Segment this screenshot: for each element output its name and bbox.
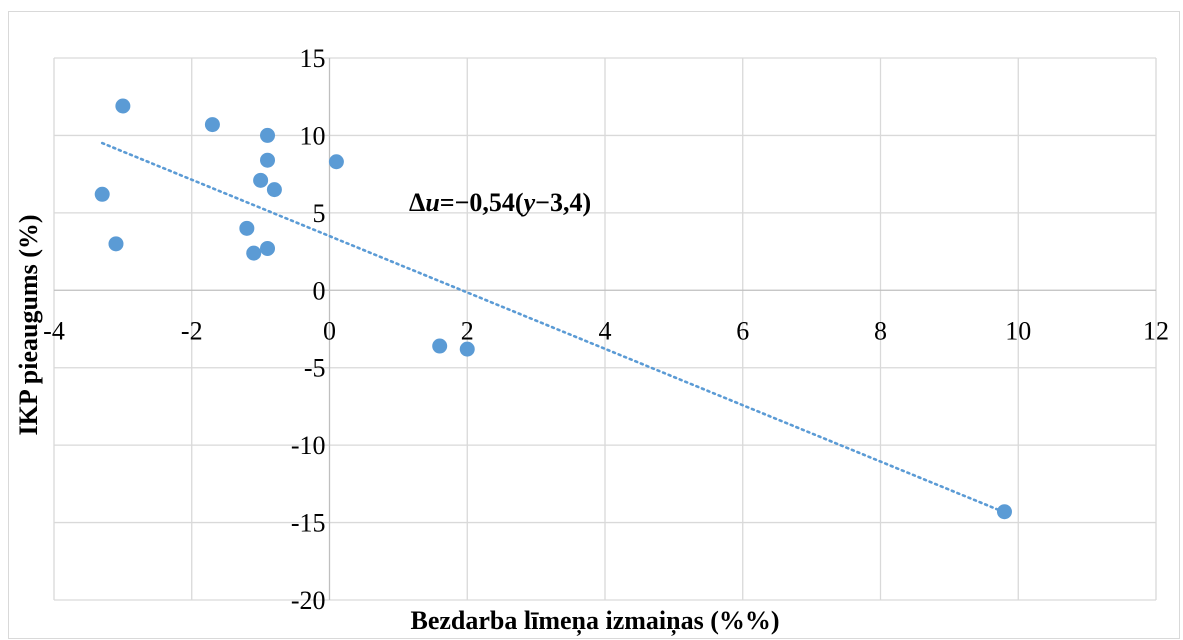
equation-suffix: −3,4) [535, 188, 591, 217]
x-tick-label: -4 [43, 316, 65, 345]
equation-mid: =−0,54( [440, 188, 524, 217]
equation-var-y: y [521, 188, 536, 217]
data-point [115, 98, 131, 114]
x-tick-label: 12 [1143, 316, 1169, 345]
trendline-group [100, 141, 1006, 514]
y-axis-title: IKP pieaugums (%) [14, 214, 43, 435]
data-point [246, 245, 262, 261]
data-point [260, 152, 276, 168]
data-point [328, 154, 344, 170]
x-tick-label: 6 [736, 316, 749, 345]
x-tick-label: 2 [461, 316, 474, 345]
y-tick-label: -5 [304, 354, 326, 383]
x-tick-label: 4 [599, 316, 612, 345]
data-point [260, 127, 276, 143]
y-tick-label: -20 [291, 586, 326, 615]
x-axis-title: Bezdarba līmeņa izmaiņas (%%) [410, 606, 779, 636]
data-point [108, 236, 124, 252]
y-tick-label: 5 [313, 199, 326, 228]
x-tick-label: -2 [181, 316, 203, 345]
equation-var-u: u [425, 188, 439, 217]
y-tick-label: 15 [300, 44, 326, 73]
equation-prefix: Δ [409, 188, 425, 217]
gridlines [53, 57, 1157, 601]
trendline [100, 141, 1006, 514]
data-point [996, 504, 1012, 520]
data-points [94, 98, 1012, 520]
data-point [239, 220, 255, 236]
x-tick-label: 0 [323, 316, 336, 345]
regression-equation: Δu=−0,54(y−3,4) [409, 188, 591, 217]
data-point [204, 117, 220, 133]
chart-frame: -4 -2 0 2 4 6 8 10 12 -20 -15 -10 -5 0 5 10 15 Δu=−0,54(… [8, 11, 1180, 639]
axes [54, 58, 1156, 600]
y-tick-label: 0 [313, 276, 326, 305]
y-tick-label: -15 [291, 509, 326, 538]
data-point [266, 182, 282, 198]
data-point [253, 172, 269, 188]
data-point [459, 341, 475, 357]
y-tick-label: -10 [291, 431, 326, 460]
data-point [260, 240, 276, 256]
y-tick-label: 10 [300, 121, 326, 150]
data-point [94, 186, 110, 202]
data-point [432, 338, 448, 354]
x-tick-label: 8 [874, 316, 887, 345]
x-tick-label: 10 [1005, 316, 1031, 345]
